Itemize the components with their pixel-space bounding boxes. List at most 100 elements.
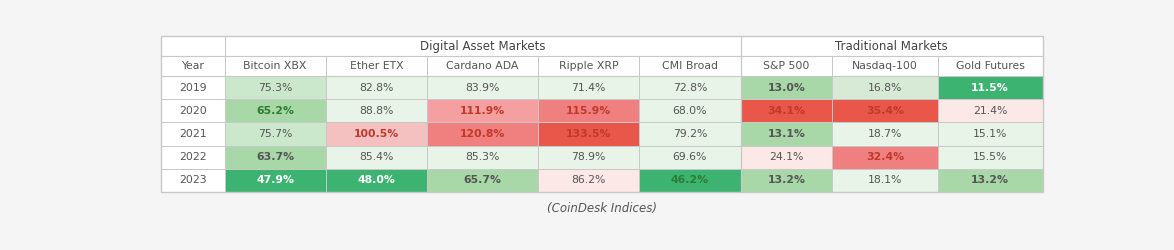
Text: 71.4%: 71.4% (572, 83, 606, 93)
Text: 68.0%: 68.0% (673, 106, 707, 116)
Text: 85.4%: 85.4% (359, 152, 393, 162)
Bar (938, 122, 1043, 146)
Text: 65.7%: 65.7% (464, 175, 501, 185)
Bar (161, 36, 1043, 192)
Bar (161, 76, 224, 99)
Bar (741, 76, 832, 99)
Bar (832, 122, 938, 146)
Bar (741, 36, 1043, 56)
Text: 2020: 2020 (178, 106, 207, 116)
Bar (161, 122, 224, 146)
Bar (538, 76, 639, 99)
Text: Nasdaq-100: Nasdaq-100 (852, 61, 918, 71)
Bar (161, 168, 224, 192)
Bar (538, 99, 639, 122)
Text: 82.8%: 82.8% (359, 83, 393, 93)
Bar (741, 56, 832, 76)
Text: 65.2%: 65.2% (256, 106, 295, 116)
Bar (224, 146, 326, 169)
Text: 34.1%: 34.1% (768, 106, 805, 116)
Text: 75.3%: 75.3% (258, 83, 292, 93)
Bar (326, 146, 427, 169)
Bar (938, 99, 1043, 122)
Text: 15.1%: 15.1% (973, 129, 1007, 139)
Bar (741, 122, 832, 146)
Bar (427, 122, 538, 146)
Text: Traditional Markets: Traditional Markets (835, 40, 947, 53)
Text: 2019: 2019 (178, 83, 207, 93)
Text: 115.9%: 115.9% (566, 106, 612, 116)
Bar (938, 168, 1043, 192)
Text: S&P 500: S&P 500 (763, 61, 810, 71)
Bar (224, 76, 326, 99)
Bar (832, 146, 938, 169)
Bar (161, 36, 224, 56)
Text: 83.9%: 83.9% (465, 83, 500, 93)
Text: Ether ETX: Ether ETX (350, 61, 404, 71)
Bar (741, 146, 832, 169)
Text: 85.3%: 85.3% (465, 152, 500, 162)
Text: 35.4%: 35.4% (866, 106, 904, 116)
Bar (639, 168, 741, 192)
Bar (538, 122, 639, 146)
Bar (224, 99, 326, 122)
Text: 13.2%: 13.2% (971, 175, 1010, 185)
Bar (832, 99, 938, 122)
Text: Digital Asset Markets: Digital Asset Markets (420, 40, 545, 53)
Text: 111.9%: 111.9% (460, 106, 505, 116)
Text: Bitcoin XBX: Bitcoin XBX (243, 61, 306, 71)
Bar (427, 56, 538, 76)
Bar (427, 76, 538, 99)
Bar (639, 56, 741, 76)
Text: 120.8%: 120.8% (460, 129, 505, 139)
Text: 2021: 2021 (178, 129, 207, 139)
Bar (938, 146, 1043, 169)
Text: 75.7%: 75.7% (258, 129, 292, 139)
Bar (938, 56, 1043, 76)
Text: 88.8%: 88.8% (359, 106, 393, 116)
Text: Year: Year (181, 61, 204, 71)
Text: Cardano ADA: Cardano ADA (446, 61, 519, 71)
Text: 13.1%: 13.1% (768, 129, 805, 139)
Text: (CoinDesk Indices): (CoinDesk Indices) (547, 202, 656, 215)
Bar (326, 99, 427, 122)
Text: 15.5%: 15.5% (973, 152, 1007, 162)
Text: 24.1%: 24.1% (769, 152, 804, 162)
Text: 63.7%: 63.7% (256, 152, 295, 162)
Bar (224, 36, 741, 56)
Text: 79.2%: 79.2% (673, 129, 707, 139)
Bar (161, 56, 224, 76)
Bar (161, 146, 224, 169)
Bar (326, 168, 427, 192)
Bar (224, 56, 326, 76)
Bar (427, 146, 538, 169)
Text: 86.2%: 86.2% (572, 175, 606, 185)
Text: 16.8%: 16.8% (868, 83, 902, 93)
Bar (538, 56, 639, 76)
Bar (938, 76, 1043, 99)
Bar (832, 76, 938, 99)
Bar (224, 122, 326, 146)
Text: 2023: 2023 (178, 175, 207, 185)
Bar (427, 99, 538, 122)
Text: 72.8%: 72.8% (673, 83, 707, 93)
Bar (832, 168, 938, 192)
Bar (326, 56, 427, 76)
Bar (538, 168, 639, 192)
Text: 100.5%: 100.5% (353, 129, 399, 139)
Bar (326, 76, 427, 99)
Text: Ripple XRP: Ripple XRP (559, 61, 619, 71)
Text: 11.5%: 11.5% (971, 83, 1008, 93)
Bar (639, 99, 741, 122)
Text: 69.6%: 69.6% (673, 152, 707, 162)
Text: 13.2%: 13.2% (768, 175, 805, 185)
Text: CMI Broad: CMI Broad (662, 61, 717, 71)
Text: 48.0%: 48.0% (358, 175, 396, 185)
Text: 78.9%: 78.9% (572, 152, 606, 162)
Text: 133.5%: 133.5% (566, 129, 612, 139)
Bar (326, 122, 427, 146)
Bar (832, 56, 938, 76)
Bar (224, 168, 326, 192)
Text: 47.9%: 47.9% (256, 175, 295, 185)
Text: 18.1%: 18.1% (868, 175, 902, 185)
